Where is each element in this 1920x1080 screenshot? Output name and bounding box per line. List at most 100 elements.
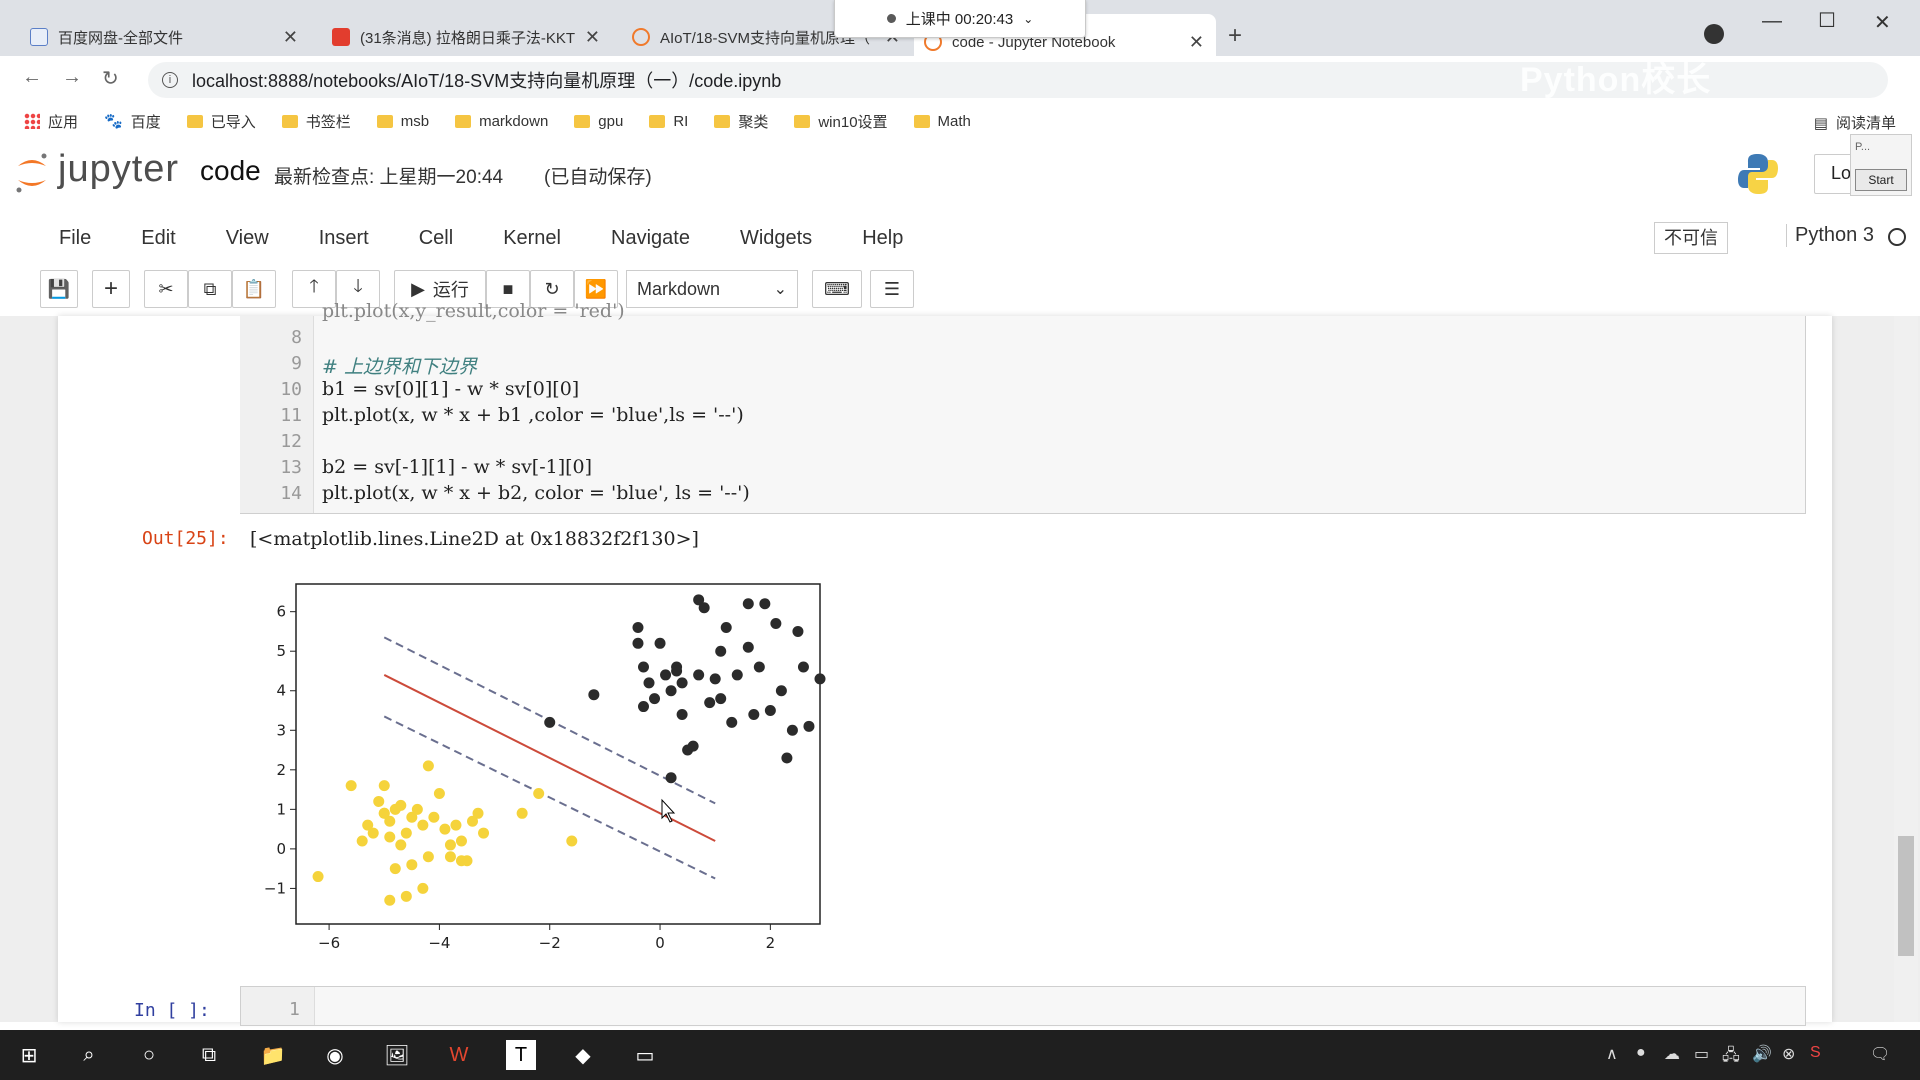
bookmark-folder[interactable]: 已导入	[186, 111, 256, 132]
keyboard-icon[interactable]: ⌨	[812, 270, 862, 308]
paint-icon[interactable]: 🖼	[384, 1044, 410, 1067]
class1-point	[770, 618, 782, 630]
notifications-icon[interactable]: 🗨	[1870, 1046, 1891, 1063]
battery-icon[interactable]: ▭	[1694, 1046, 1710, 1063]
app-icon[interactable]: ◆	[575, 1044, 591, 1067]
forward-icon[interactable]: →	[62, 66, 82, 88]
start-button[interactable]: Start	[1855, 169, 1907, 191]
insert-cell-icon[interactable]: +	[92, 270, 130, 308]
move-down-icon[interactable]: 🡓	[336, 270, 380, 308]
close-icon[interactable]: ✕	[282, 26, 298, 47]
reading-list[interactable]: ▤ 阅读清单	[1813, 114, 1896, 133]
code-gutter	[240, 316, 314, 513]
bookmark-folder[interactable]: RI	[649, 113, 688, 130]
tab-csdn[interactable]: (31条消息) 拉格朗日乘子法-KKT ✕	[322, 18, 612, 56]
back-icon[interactable]: ←	[22, 66, 42, 88]
reload-icon[interactable]: ↻	[102, 68, 119, 90]
sync-off-icon[interactable]: ⊗	[1782, 1046, 1796, 1063]
scrollbar-thumb[interactable]	[1898, 836, 1914, 956]
close-icon[interactable]: ✕	[584, 26, 600, 47]
y-tick-label: 1	[276, 800, 286, 818]
interrupt-icon[interactable]: ■	[486, 270, 530, 308]
network-icon[interactable]: 🖧	[1722, 1047, 1740, 1064]
tray-app-icon[interactable]: ●	[1636, 1044, 1646, 1061]
chrome-icon[interactable]: ◉	[326, 1044, 344, 1067]
mouse-cursor-icon	[661, 798, 676, 823]
class0-point	[395, 839, 407, 851]
bookmark-baidu[interactable]: 🐾 百度	[104, 113, 161, 131]
profile-icon[interactable]	[1704, 24, 1724, 44]
class0-point	[378, 780, 390, 792]
restart-run-all-icon[interactable]: ⏩	[574, 270, 618, 308]
onedrive-icon[interactable]: ☁	[1664, 1046, 1680, 1063]
command-palette-icon[interactable]: ☰	[870, 270, 914, 308]
bookmark-folder[interactable]: msb	[376, 113, 429, 130]
python-logo-icon	[1738, 154, 1778, 194]
cut-icon[interactable]: ✂	[144, 270, 188, 308]
copy-icon[interactable]: ⧉	[188, 270, 232, 308]
menu-edit[interactable]: Edit	[141, 226, 176, 249]
file-explorer-icon[interactable]: 📁	[260, 1044, 286, 1067]
class1-point	[803, 720, 815, 732]
wps-icon[interactable]: W	[449, 1043, 469, 1066]
jupyter-logo-icon[interactable]	[14, 150, 50, 196]
minimize-button[interactable]: —	[1762, 10, 1782, 32]
notebook-name[interactable]: code	[200, 155, 261, 186]
class1-point	[704, 697, 716, 709]
bookmark-folder[interactable]: 书签栏	[281, 111, 351, 132]
menu-cell[interactable]: Cell	[418, 226, 454, 249]
bookmark-apps[interactable]: 应用	[24, 111, 78, 132]
menu-file[interactable]: File	[59, 226, 92, 249]
maximize-button[interactable]: ☐	[1818, 10, 1836, 32]
new-tab-button[interactable]: +	[1228, 22, 1243, 49]
output-text: [<matplotlib.lines.Line2D at 0x18832f2f1…	[250, 528, 699, 550]
menu-widgets[interactable]: Widgets	[739, 226, 813, 249]
bookmark-folder[interactable]: gpu	[574, 113, 623, 130]
y-tick-label: 0	[276, 840, 286, 858]
typora-icon[interactable]: T	[506, 1040, 536, 1070]
code-cell[interactable]	[240, 316, 1806, 514]
menu-view[interactable]: View	[225, 226, 269, 249]
volume-icon[interactable]: 🔊	[1752, 1046, 1772, 1063]
bookmark-folder[interactable]: win10设置	[794, 111, 888, 132]
class0-point	[406, 811, 418, 823]
cell-type-select[interactable]: Markdown ⌄	[626, 270, 798, 308]
window-close-button[interactable]: ✕	[1874, 12, 1891, 34]
trust-button[interactable]: 不可信	[1654, 222, 1728, 254]
terminal-icon[interactable]: ▭	[635, 1044, 655, 1067]
menu-navigate[interactable]: Navigate	[611, 226, 690, 249]
vertical-scrollbar[interactable]	[1894, 316, 1918, 1022]
bookmark-folder[interactable]: 聚类	[714, 111, 768, 132]
task-view-icon[interactable]: ⧉	[201, 1043, 217, 1066]
jupyter-brand[interactable]: jupyter	[58, 148, 180, 190]
ime-icon[interactable]: S	[1810, 1044, 1821, 1061]
class1-point	[649, 693, 661, 705]
site-info-icon[interactable]: i	[162, 72, 178, 88]
class-timer-pill[interactable]: 上课中 00:20:43 ⌄	[834, 0, 1086, 38]
bookmark-folder[interactable]: Math	[913, 113, 971, 130]
move-up-icon[interactable]: 🡑	[292, 270, 336, 308]
paste-icon[interactable]: 📋	[232, 270, 276, 308]
class0-point	[384, 831, 396, 843]
menu-kernel[interactable]: Kernel	[503, 226, 561, 249]
menu-insert[interactable]: Insert	[318, 226, 369, 249]
tab-baidu-pan[interactable]: 百度网盘-全部文件 ✕	[20, 18, 310, 56]
tray-chevron-up-icon[interactable]: ∧	[1606, 1046, 1618, 1063]
restart-icon[interactable]: ↻	[530, 270, 574, 308]
menu-help[interactable]: Help	[862, 226, 904, 249]
folder-icon	[574, 114, 591, 128]
y-tick-label: 6	[276, 603, 286, 621]
output-prompt: Out[25]:	[142, 528, 229, 549]
close-icon[interactable]: ✕	[1188, 31, 1204, 52]
class0-point	[422, 851, 434, 863]
windows-start-icon[interactable]: ⊞	[20, 1044, 38, 1067]
empty-code-cell[interactable]: 1	[240, 986, 1806, 1026]
address-bar[interactable]: i localhost:8888/notebooks/AIoT/18-SVM支持…	[148, 62, 1888, 98]
search-icon[interactable]: ⌕	[83, 1043, 95, 1066]
cortana-icon[interactable]: ○	[142, 1043, 156, 1066]
bookmark-folder[interactable]: markdown	[455, 113, 548, 130]
run-button[interactable]: ▶ 运行	[394, 270, 486, 308]
save-icon[interactable]: 💾	[40, 270, 78, 308]
class1-point	[720, 621, 732, 633]
x-tick-label: −6	[318, 934, 340, 952]
